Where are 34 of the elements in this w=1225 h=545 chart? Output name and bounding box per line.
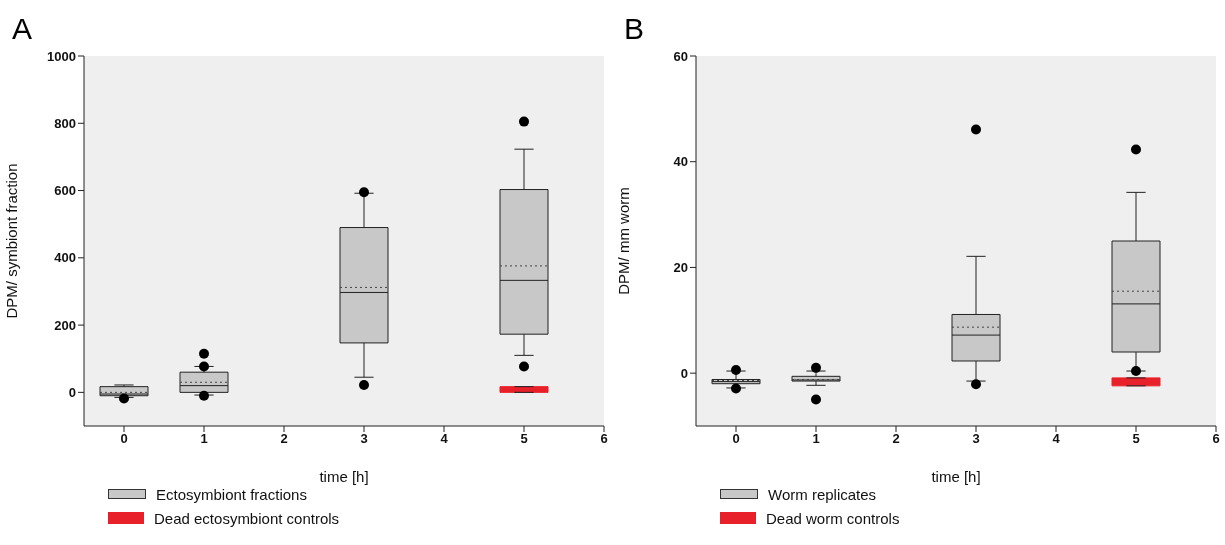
x-tick-label: 3 xyxy=(972,431,980,447)
legend-label: Dead ectosymbiont controls xyxy=(154,509,340,527)
y-tick-label: 200 xyxy=(54,317,76,333)
x-tick-label: 5 xyxy=(1132,431,1140,447)
y-tick-label: 600 xyxy=(54,183,76,199)
x-tick-label: 1 xyxy=(200,431,208,447)
x-tick-label: 6 xyxy=(600,431,608,447)
chart-title: B xyxy=(624,12,645,46)
x-axis-title: time [h] xyxy=(319,468,369,485)
y-axis-title: DPM/ symbiont fraction xyxy=(3,163,21,319)
y-tick-label: 40 xyxy=(673,154,688,170)
x-tick-label: 4 xyxy=(440,431,449,447)
y-tick-label: 800 xyxy=(54,115,76,131)
y-tick-label: 20 xyxy=(673,260,688,276)
x-tick-label: 6 xyxy=(1212,431,1220,447)
y-tick-label: 0 xyxy=(680,365,688,381)
legend-label: Dead worm controls xyxy=(766,509,900,527)
chart-title: A xyxy=(12,12,33,46)
y-axis-title: DPM/ mm worm xyxy=(615,187,633,295)
y-tick-label: 0 xyxy=(68,384,76,400)
x-tick-label: 1 xyxy=(812,431,820,447)
x-tick-label: 5 xyxy=(520,431,528,447)
legend-label: Worm replicates xyxy=(768,485,877,503)
x-tick-label: 0 xyxy=(120,431,128,447)
y-tick-label: 60 xyxy=(673,48,688,64)
legend-label: Ectosymbiont fractions xyxy=(156,485,307,503)
x-tick-label: 2 xyxy=(892,431,900,447)
y-tick-label: 400 xyxy=(54,250,76,266)
x-tick-label: 2 xyxy=(280,431,288,447)
x-tick-label: 0 xyxy=(732,431,740,447)
x-tick-label: 4 xyxy=(1052,431,1061,447)
x-axis-title: time [h] xyxy=(931,468,981,485)
y-tick-label: 1000 xyxy=(47,48,76,64)
x-tick-label: 3 xyxy=(360,431,368,447)
